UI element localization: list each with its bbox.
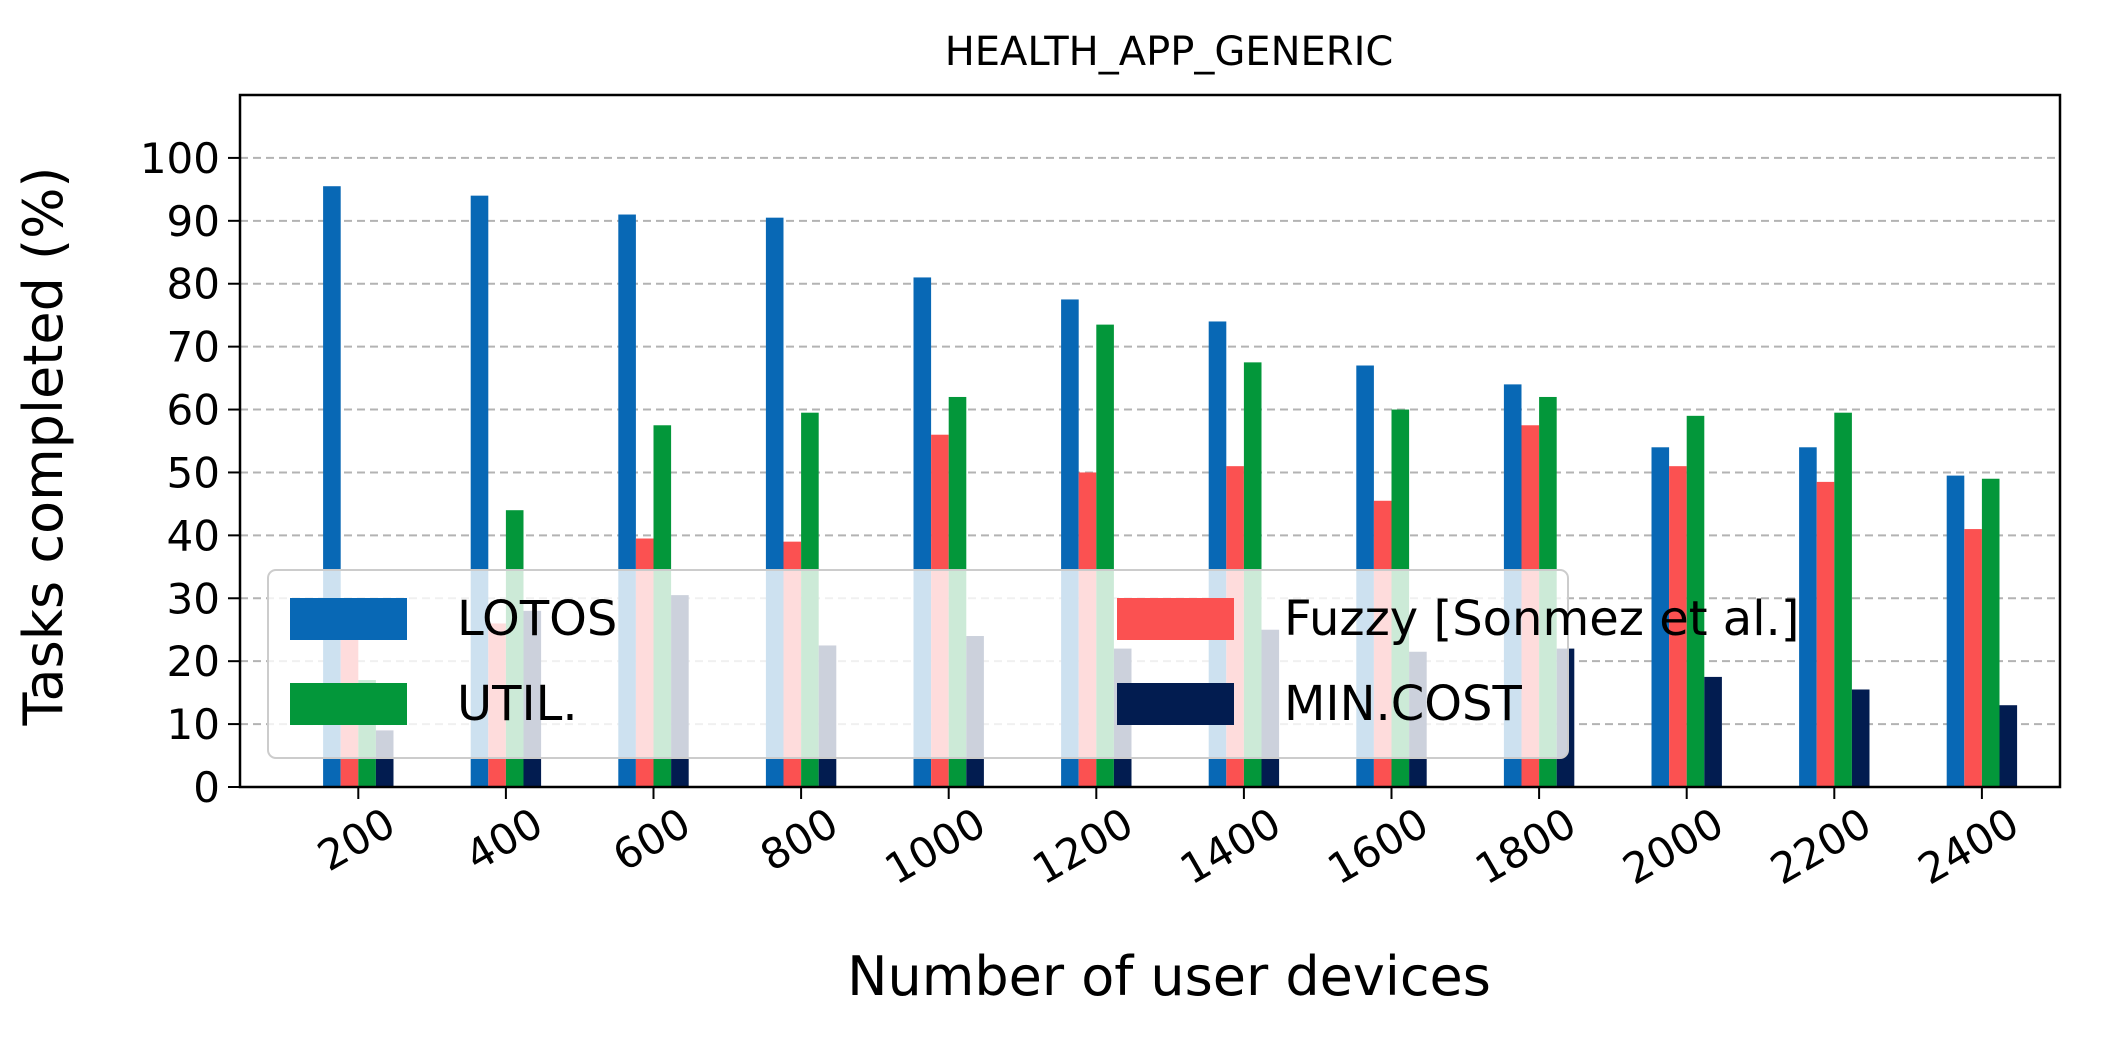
x-tick-label: 1600 [1319, 798, 1436, 894]
legend-label: LOTOS [457, 591, 617, 647]
bar-lotos-2400 [1946, 475, 1965, 787]
y-tick-label: 70 [167, 323, 220, 372]
y-tick-label: 90 [167, 197, 220, 246]
legend-label: UTIL. [457, 676, 578, 732]
bar-min-cost-2200 [1851, 689, 1870, 787]
bar-lotos-2000 [1651, 447, 1670, 787]
legend-swatch [1117, 683, 1234, 725]
bar-fuzzy-sonmez-et-al-2200 [1816, 481, 1835, 787]
bar-util-2000 [1686, 415, 1705, 787]
y-tick-label: 0 [193, 763, 220, 812]
y-axis-label: Tasks completed (%) [12, 167, 75, 727]
bar-min-cost-2400 [1999, 705, 2018, 787]
chart-title: HEALTH_APP_GENERIC [945, 29, 1394, 75]
x-tick-label: 2400 [1910, 798, 2027, 894]
y-tick-label: 20 [167, 637, 220, 686]
y-tick-label: 10 [167, 700, 220, 749]
legend-swatch [290, 683, 407, 725]
y-tick-label: 100 [140, 134, 220, 183]
y-tick-label: 40 [167, 511, 220, 560]
legend-swatch [290, 598, 407, 640]
x-tick-label: 200 [309, 798, 403, 881]
bar-fuzzy-sonmez-et-al-2000 [1669, 466, 1687, 787]
x-axis-label: Number of user devices [847, 945, 1491, 1008]
legend-label: Fuzzy [Sonmez et al.] [1284, 591, 1800, 647]
x-tick-label: 1400 [1172, 798, 1289, 894]
bar-util-2400 [1981, 478, 2000, 787]
x-tick-label: 400 [457, 798, 551, 881]
plot-frame [238, 93, 2062, 789]
legend-label: MIN.COST [1284, 676, 1523, 732]
y-tick-label: 30 [167, 574, 220, 623]
legend-box [267, 569, 1569, 759]
legend-swatch [1117, 598, 1234, 640]
bar-lotos-2200 [1799, 447, 1817, 787]
legend: LOTOS Fuzzy [Sonmez et al.] UTIL. MIN.COST [267, 569, 1800, 759]
x-tick-label: 2200 [1762, 798, 1879, 894]
x-tick-label: 600 [605, 798, 699, 881]
y-tick-label: 60 [167, 386, 220, 435]
bar-min-cost-2000 [1704, 676, 1722, 787]
y-tick-label: 80 [167, 260, 220, 309]
x-tick-label: 1800 [1467, 798, 1584, 894]
y-tick-label: 50 [167, 448, 220, 497]
x-tick-label: 2000 [1615, 798, 1732, 894]
x-tick-label: 1000 [877, 798, 994, 894]
bar-util-2200 [1834, 412, 1852, 787]
bar-fuzzy-sonmez-et-al-2400 [1964, 529, 1982, 787]
x-tick-label: 800 [752, 798, 846, 881]
x-tick-label: 1200 [1024, 798, 1141, 894]
